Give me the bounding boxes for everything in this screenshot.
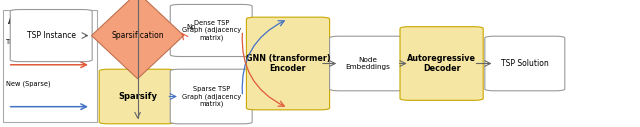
Text: Sparsification: Sparsification [111, 31, 164, 40]
Text: TSP Solution: TSP Solution [501, 59, 548, 68]
FancyBboxPatch shape [485, 36, 564, 91]
Text: TSP Instance: TSP Instance [27, 31, 76, 40]
Text: Dense TSP
Graph (adjacency
matrix): Dense TSP Graph (adjacency matrix) [182, 20, 241, 41]
FancyBboxPatch shape [400, 27, 483, 100]
Text: Sparsify: Sparsify [118, 92, 157, 101]
Text: GNN (transformer)
Encoder: GNN (transformer) Encoder [246, 54, 330, 73]
Text: Approach: Approach [8, 17, 51, 26]
FancyBboxPatch shape [10, 10, 92, 62]
Text: Traditional (Dense): Traditional (Dense) [6, 38, 70, 45]
FancyBboxPatch shape [3, 10, 97, 122]
Polygon shape [92, 0, 184, 79]
FancyBboxPatch shape [246, 17, 330, 110]
FancyBboxPatch shape [330, 36, 406, 91]
FancyBboxPatch shape [170, 4, 252, 57]
Text: Sparse TSP
Graph (adjacency
matrix): Sparse TSP Graph (adjacency matrix) [182, 86, 241, 107]
Text: Autoregressive
Decoder: Autoregressive Decoder [407, 54, 476, 73]
Text: New (Sparse): New (Sparse) [6, 80, 51, 86]
FancyBboxPatch shape [99, 69, 176, 124]
Text: Node
Embeddings: Node Embeddings [346, 57, 390, 70]
FancyBboxPatch shape [170, 69, 252, 124]
Text: No: No [186, 25, 196, 30]
